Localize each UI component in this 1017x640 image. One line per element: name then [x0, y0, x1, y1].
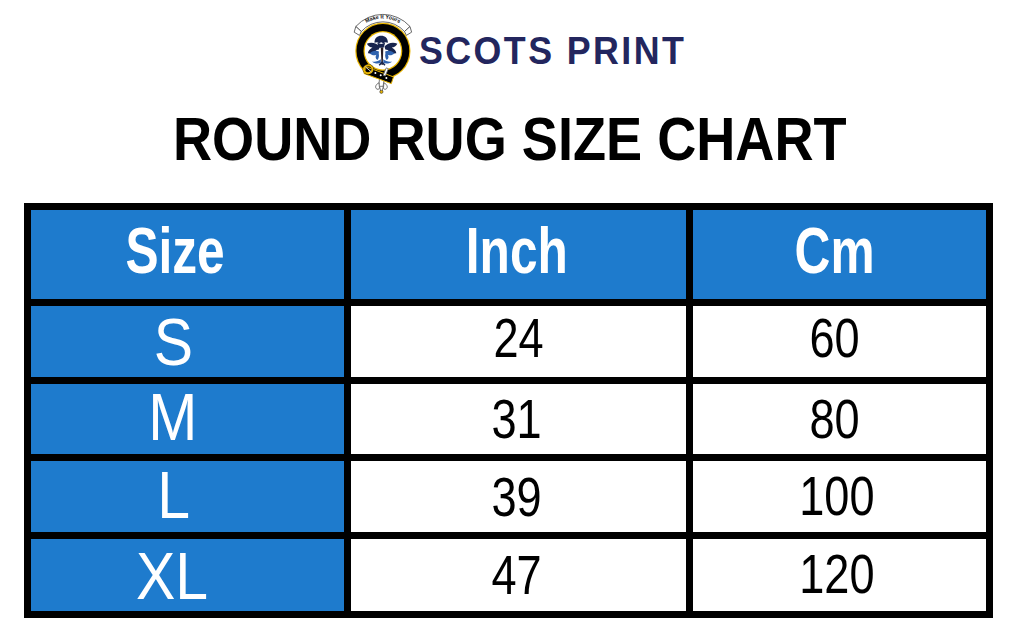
svg-text:Make It Yours: Make It Yours: [364, 14, 402, 24]
